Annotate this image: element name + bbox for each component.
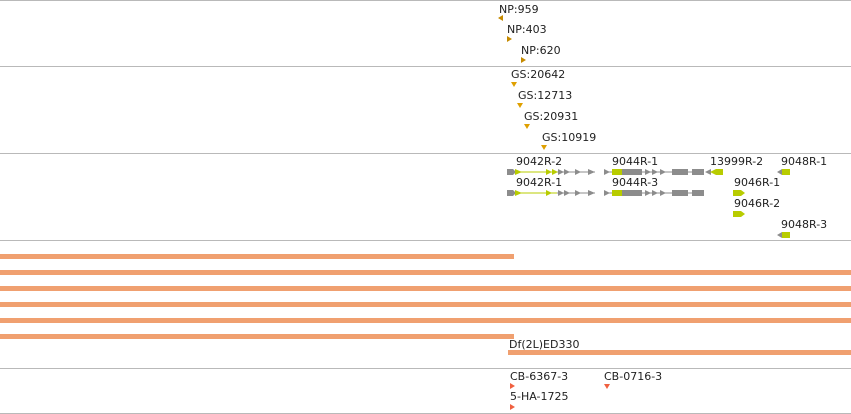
np-feature-label[interactable]: NP:620 bbox=[521, 44, 561, 57]
transcript-9042r-2-glyph[interactable] bbox=[507, 169, 595, 175]
insertion-label[interactable]: 5-HA-1725 bbox=[510, 390, 569, 403]
track-separator bbox=[0, 0, 851, 1]
transcript-9048r-1-glyph[interactable] bbox=[777, 169, 790, 175]
gene-track: 9042R-2 9042R-1 9044R-1 9044R-3 13999R-2… bbox=[0, 154, 851, 240]
deficiency-bar[interactable] bbox=[0, 286, 851, 291]
transcript-9046r-1-glyph[interactable] bbox=[733, 190, 745, 196]
transcript-label[interactable]: 9044R-1 bbox=[612, 155, 659, 168]
triangle-down-icon[interactable] bbox=[517, 103, 523, 108]
track-separator bbox=[0, 368, 851, 369]
deficiency-bar[interactable] bbox=[0, 302, 851, 307]
track-separator bbox=[0, 153, 851, 154]
transcript-9044r-3-glyph[interactable] bbox=[604, 190, 704, 196]
transcript-label[interactable]: 9046R-2 bbox=[734, 197, 781, 210]
deficiency-bar[interactable] bbox=[0, 318, 851, 323]
np-track: NP:959 NP:403 NP:620 bbox=[0, 0, 851, 66]
triangle-down-icon[interactable] bbox=[511, 82, 517, 87]
track-separator bbox=[0, 66, 851, 67]
deficiency-track: Df(2L)ED330 bbox=[0, 241, 851, 368]
transcript-label[interactable]: 9042R-2 bbox=[516, 155, 563, 168]
triangle-left-icon[interactable] bbox=[498, 15, 503, 21]
transcript-label[interactable]: 9042R-1 bbox=[516, 176, 563, 189]
triangle-right-icon[interactable] bbox=[507, 36, 512, 42]
insertion-label[interactable]: CB-0716-3 bbox=[604, 370, 663, 383]
transcript-9044r-1-glyph[interactable] bbox=[604, 169, 704, 175]
gs-feature-label[interactable]: GS:12713 bbox=[518, 89, 573, 102]
triangle-down-icon[interactable] bbox=[604, 384, 610, 389]
gs-feature-label[interactable]: GS:20642 bbox=[511, 68, 566, 81]
insertion-track: CB-6367-3 CB-0716-3 5-HA-1725 bbox=[0, 369, 851, 413]
triangle-down-icon[interactable] bbox=[524, 124, 530, 129]
transcript-label[interactable]: 9048R-1 bbox=[781, 155, 828, 168]
deficiency-bar[interactable] bbox=[0, 254, 514, 259]
deficiency-label[interactable]: Df(2L)ED330 bbox=[509, 338, 580, 351]
np-feature-label[interactable]: NP:403 bbox=[507, 23, 547, 36]
transcript-9042r-1-glyph[interactable] bbox=[507, 190, 595, 196]
transcript-label[interactable]: 13999R-2 bbox=[710, 155, 764, 168]
gs-feature-label[interactable]: GS:10919 bbox=[542, 131, 597, 144]
track-separator bbox=[0, 240, 851, 241]
np-feature-label[interactable]: NP:959 bbox=[499, 3, 539, 16]
transcript-glyphs bbox=[507, 169, 790, 238]
gs-feature-label[interactable]: GS:20931 bbox=[524, 110, 579, 123]
triangle-right-icon[interactable] bbox=[521, 57, 526, 63]
gs-track: GS:20642 GS:12713 GS:20931 GS:10919 bbox=[0, 67, 851, 153]
transcript-9046r-2-glyph[interactable] bbox=[733, 211, 745, 217]
transcript-label[interactable]: 9048R-3 bbox=[781, 218, 828, 231]
transcript-label[interactable]: 9044R-3 bbox=[612, 176, 659, 189]
insertion-label[interactable]: CB-6367-3 bbox=[510, 370, 569, 383]
deficiency-bar[interactable] bbox=[508, 350, 851, 355]
deficiency-bar[interactable] bbox=[0, 270, 851, 275]
deficiency-bar[interactable] bbox=[0, 334, 514, 339]
transcript-13999r-2-glyph[interactable] bbox=[705, 169, 723, 175]
triangle-down-icon[interactable] bbox=[541, 145, 547, 150]
triangle-right-icon[interactable] bbox=[510, 383, 515, 389]
transcript-label[interactable]: 9046R-1 bbox=[734, 176, 781, 189]
transcript-9048r-3-glyph[interactable] bbox=[777, 232, 790, 238]
triangle-right-icon[interactable] bbox=[510, 404, 515, 410]
